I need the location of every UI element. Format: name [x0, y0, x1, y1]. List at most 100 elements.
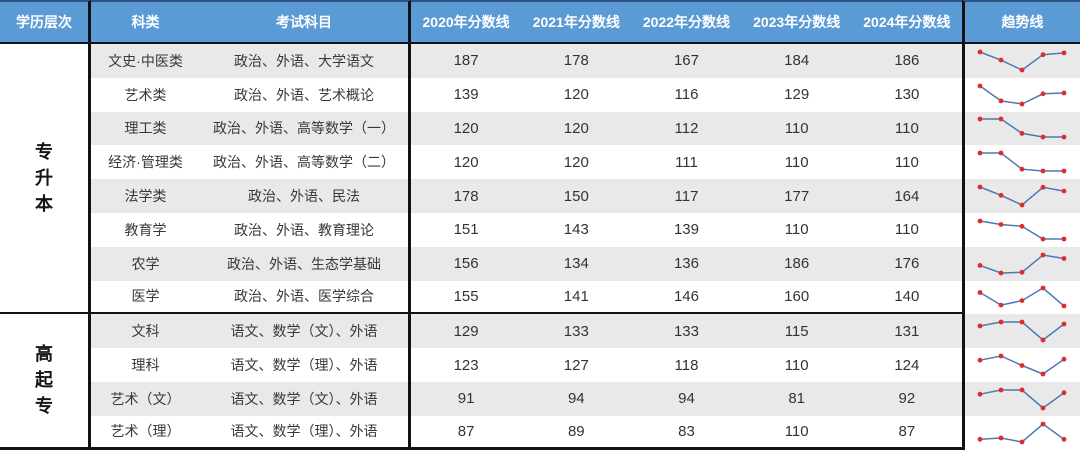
category-cell: 艺术（文）: [91, 381, 200, 416]
score-cell: 120: [521, 77, 632, 112]
score-cell: 184: [741, 44, 852, 78]
header-year-2023: 2023年分数线: [741, 0, 852, 44]
category-cell: 经济·管理类: [91, 145, 200, 180]
score-cell: 110: [851, 111, 962, 146]
score-cell: 110: [741, 348, 852, 382]
sparkline-chart: [978, 218, 1067, 242]
sparkline-chart: [978, 49, 1067, 73]
subject-cell: 语文、数学（理）、外语: [200, 415, 411, 450]
sparkline-chart: [978, 421, 1067, 445]
trend-sparkline: [961, 145, 1080, 180]
score-cell: 167: [631, 44, 742, 78]
sparkline-chart: [978, 184, 1067, 208]
trend-sparkline: [961, 179, 1080, 213]
trend-sparkline: [961, 111, 1080, 146]
score-cell: 115: [741, 314, 852, 349]
score-cell: 112: [631, 111, 742, 146]
subject-cell: 政治、外语、高等数学（一）: [200, 111, 411, 146]
score-cell: 151: [411, 212, 522, 247]
score-cell: 89: [521, 415, 632, 450]
score-cell: 136: [631, 246, 742, 281]
subject-cell: 政治、外语、民法: [200, 179, 411, 213]
score-cell: 156: [411, 246, 522, 281]
sparkline-chart: [978, 286, 1067, 309]
score-cell: 186: [741, 246, 852, 281]
trend-sparkline: [961, 314, 1080, 349]
score-cell: 110: [741, 145, 852, 180]
score-cell: 110: [851, 212, 962, 247]
category-cell: 农学: [91, 246, 200, 281]
score-cell: 129: [741, 77, 852, 112]
trend-sparkline: [961, 348, 1080, 382]
subject-cell: 政治、外语、医学综合: [200, 280, 411, 315]
score-cell: 120: [521, 111, 632, 146]
level-label: 专升本: [35, 142, 53, 215]
subject-cell: 语文、数学（文）、外语: [200, 314, 411, 349]
sparkline-chart: [978, 319, 1067, 343]
score-cell: 120: [521, 145, 632, 180]
level-cell: 专升本: [0, 44, 91, 315]
category-cell: 法学类: [91, 179, 200, 213]
score-cell: 87: [851, 415, 962, 450]
score-cell: 110: [851, 145, 962, 180]
score-cell: 177: [741, 179, 852, 213]
score-cell: 186: [851, 44, 962, 78]
trend-sparkline: [961, 415, 1080, 450]
score-cell: 111: [631, 145, 742, 180]
score-cell: 134: [521, 246, 632, 281]
subject-cell: 政治、外语、生态学基础: [200, 246, 411, 281]
score-cell: 140: [851, 280, 962, 315]
score-cell: 131: [851, 314, 962, 349]
score-cell: 124: [851, 348, 962, 382]
score-cell: 81: [741, 381, 852, 416]
score-cell: 118: [631, 348, 742, 382]
trend-sparkline: [961, 280, 1080, 315]
trend-sparkline: [961, 381, 1080, 416]
subject-cell: 政治、外语、艺术概论: [200, 77, 411, 112]
sparkline-chart: [978, 252, 1067, 276]
score-cell: 143: [521, 212, 632, 247]
subject-cell: 政治、外语、大学语文: [200, 44, 411, 78]
header-subjects: 考试科目: [200, 0, 411, 44]
score-cell: 120: [411, 145, 522, 180]
category-cell: 文科: [91, 314, 200, 349]
header-year-2021: 2021年分数线: [521, 0, 632, 44]
trend-sparkline: [961, 212, 1080, 247]
category-cell: 医学: [91, 280, 200, 315]
subject-cell: 语文、数学（理）、外语: [200, 348, 411, 382]
trend-sparkline: [961, 77, 1080, 112]
score-cell: 120: [411, 111, 522, 146]
subject-cell: 政治、外语、教育理论: [200, 212, 411, 247]
level-cell: 高起专: [0, 314, 91, 450]
score-cell: 150: [521, 179, 632, 213]
sparkline-chart: [978, 387, 1067, 411]
subject-cell: 政治、外语、高等数学（二）: [200, 145, 411, 180]
category-cell: 理工类: [91, 111, 200, 146]
category-cell: 教育学: [91, 212, 200, 247]
score-cell: 139: [411, 77, 522, 112]
score-cell: 133: [521, 314, 632, 349]
score-cell: 187: [411, 44, 522, 78]
header-trend: 趋势线: [961, 0, 1080, 44]
header-level: 学历层次: [0, 0, 91, 44]
sparkline-chart: [978, 83, 1067, 107]
score-cell: 176: [851, 246, 962, 281]
sparkline-chart: [978, 117, 1067, 140]
header-year-2022: 2022年分数线: [631, 0, 742, 44]
score-cell: 164: [851, 179, 962, 213]
level-label: 高起专: [35, 344, 53, 417]
score-cell: 116: [631, 77, 742, 112]
trend-sparkline: [961, 44, 1080, 78]
category-cell: 文史·中医类: [91, 44, 200, 78]
score-cell: 127: [521, 348, 632, 382]
score-cell: 110: [741, 212, 852, 247]
header-year-2020: 2020年分数线: [411, 0, 522, 44]
score-cell: 160: [741, 280, 852, 315]
score-cell: 92: [851, 381, 962, 416]
score-cell: 83: [631, 415, 742, 450]
trend-sparkline: [961, 246, 1080, 281]
subject-cell: 语文、数学（文）、外语: [200, 381, 411, 416]
score-cell: 91: [411, 381, 522, 416]
score-cell: 123: [411, 348, 522, 382]
